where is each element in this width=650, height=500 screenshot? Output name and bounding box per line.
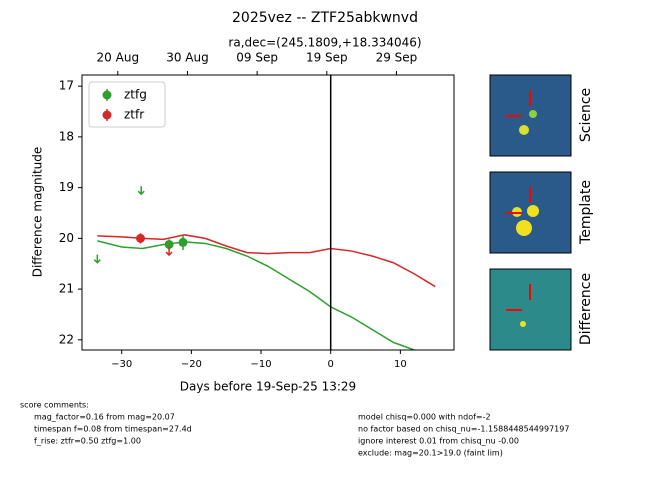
upper-limit xyxy=(93,254,101,264)
y-tick-label: 22 xyxy=(59,332,74,346)
comment: timespan f=0.08 from timespan=27.4d xyxy=(34,425,192,434)
x-tick-label: 10 xyxy=(394,359,407,370)
x-tick-label: −10 xyxy=(250,359,271,370)
y-tick-label: 17 xyxy=(59,79,74,93)
legend-label: ztfr xyxy=(124,108,144,122)
chart-subtitle: ra,dec=(245.1809,+18.334046) xyxy=(228,36,421,50)
plot-frame xyxy=(81,74,455,351)
x-tick-label: −30 xyxy=(111,359,132,370)
x2-tick-label: 20 Aug xyxy=(97,51,140,65)
comment: ignore interest 0.01 from chisq_nu -0.00 xyxy=(358,437,519,446)
comment: no factor based on chisq_nu=-1.158844854… xyxy=(358,425,569,434)
thumbnails xyxy=(489,74,572,351)
upper-limit xyxy=(165,247,173,257)
legend-marker xyxy=(102,90,112,100)
comment: mag_factor=0.16 from mag=20.07 xyxy=(34,413,175,422)
comment: model chisq=0.000 with ndof=-2 xyxy=(358,413,491,422)
y-tick-label: 21 xyxy=(59,282,74,296)
star xyxy=(519,125,529,135)
difference-image xyxy=(489,268,572,351)
plot-area xyxy=(93,75,436,350)
x2-tick-label: 09 Sep xyxy=(236,51,278,65)
x2-tick-label: 30 Aug xyxy=(166,51,209,65)
chart-title: 2025vez -- ZTF25abkwnvd xyxy=(232,10,418,26)
model-line xyxy=(97,234,436,288)
x-tick-label: 0 xyxy=(328,359,334,370)
star xyxy=(516,220,532,236)
y-tick-label: 20 xyxy=(59,231,74,245)
thumbnail-label: Template xyxy=(578,180,594,245)
x-axis-label: Days before 19-Sep-25 13:29 xyxy=(180,380,356,394)
data-point xyxy=(164,239,174,249)
comment: score comments: xyxy=(20,401,89,410)
comment: exclude: mag=20.1>19.0 (faint lim) xyxy=(358,449,503,458)
x2-tick-label: 19 Sep xyxy=(306,51,348,65)
star xyxy=(527,205,539,217)
upper-limit xyxy=(137,186,145,196)
data-point xyxy=(136,233,146,243)
star xyxy=(520,321,526,327)
thumbnail-label: Science xyxy=(578,88,594,142)
x2-tick-label: 29 Sep xyxy=(376,51,418,65)
y-axis-label: Difference magnitude xyxy=(31,147,45,278)
x-tick-label: −20 xyxy=(181,359,202,370)
legend-label: ztfg xyxy=(124,88,147,102)
comment: f_rise: ztfr=0.50 ztfg=1.00 xyxy=(34,437,141,446)
star xyxy=(529,110,537,118)
y-tick-label: 18 xyxy=(59,129,74,143)
thumbnail-label: Difference xyxy=(578,273,594,345)
legend-marker xyxy=(102,110,112,120)
y-tick-label: 19 xyxy=(59,180,74,194)
data-point xyxy=(178,237,188,247)
model-line xyxy=(97,240,417,350)
